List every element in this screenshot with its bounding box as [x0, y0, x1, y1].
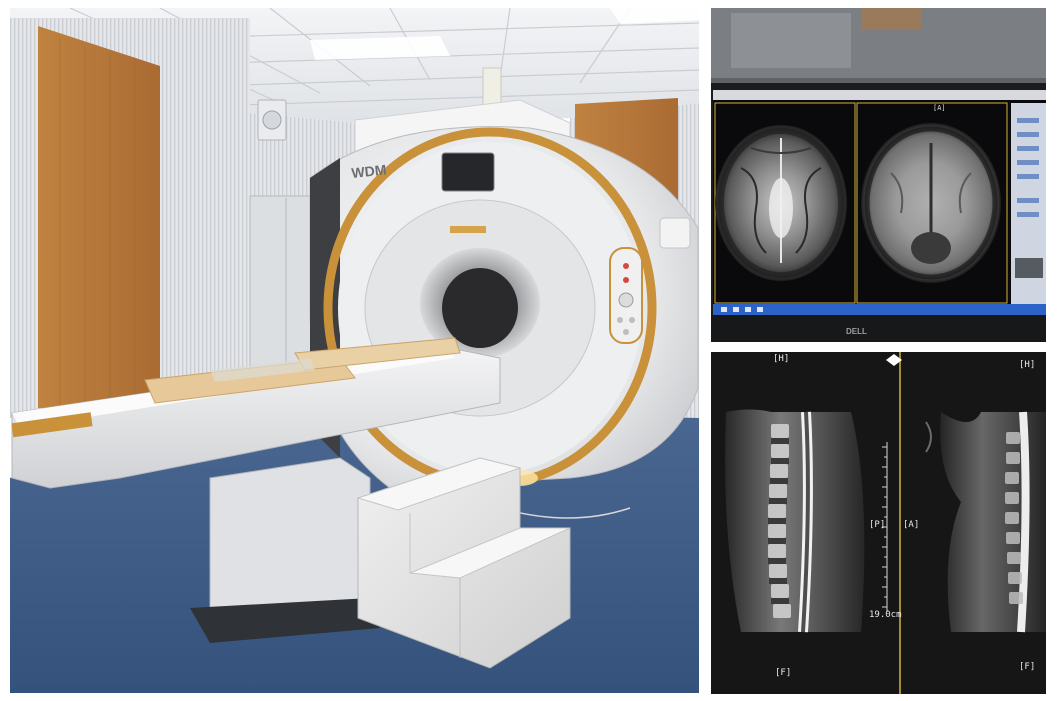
monitor-brand: DELL [846, 327, 867, 336]
label-anterior-a: [A] [903, 520, 920, 530]
brand-text: WDM [351, 161, 387, 181]
view-label-a: [A] [933, 104, 946, 112]
spine-mri-image: [H] [H] [P] [A] 19.0cm [F] [F] [711, 352, 1046, 694]
label-posterior-p: [P] [869, 520, 886, 530]
label-top-right-h: [H] [1019, 360, 1036, 370]
label-foot-left-f: [F] [775, 668, 792, 678]
label-foot-right-f: [F] [1019, 662, 1036, 672]
mri-room-illustration: WDM [10, 8, 699, 693]
scale-label: 19.0cm [869, 610, 902, 620]
spine-mri-illustration [711, 352, 1046, 694]
brain-mri-illustration: DELL [711, 8, 1046, 342]
label-top-left-h: [H] [773, 354, 790, 364]
mri-room-photo: WDM [10, 8, 699, 693]
brain-mri-monitor-photo: DELL [A] [711, 8, 1046, 342]
